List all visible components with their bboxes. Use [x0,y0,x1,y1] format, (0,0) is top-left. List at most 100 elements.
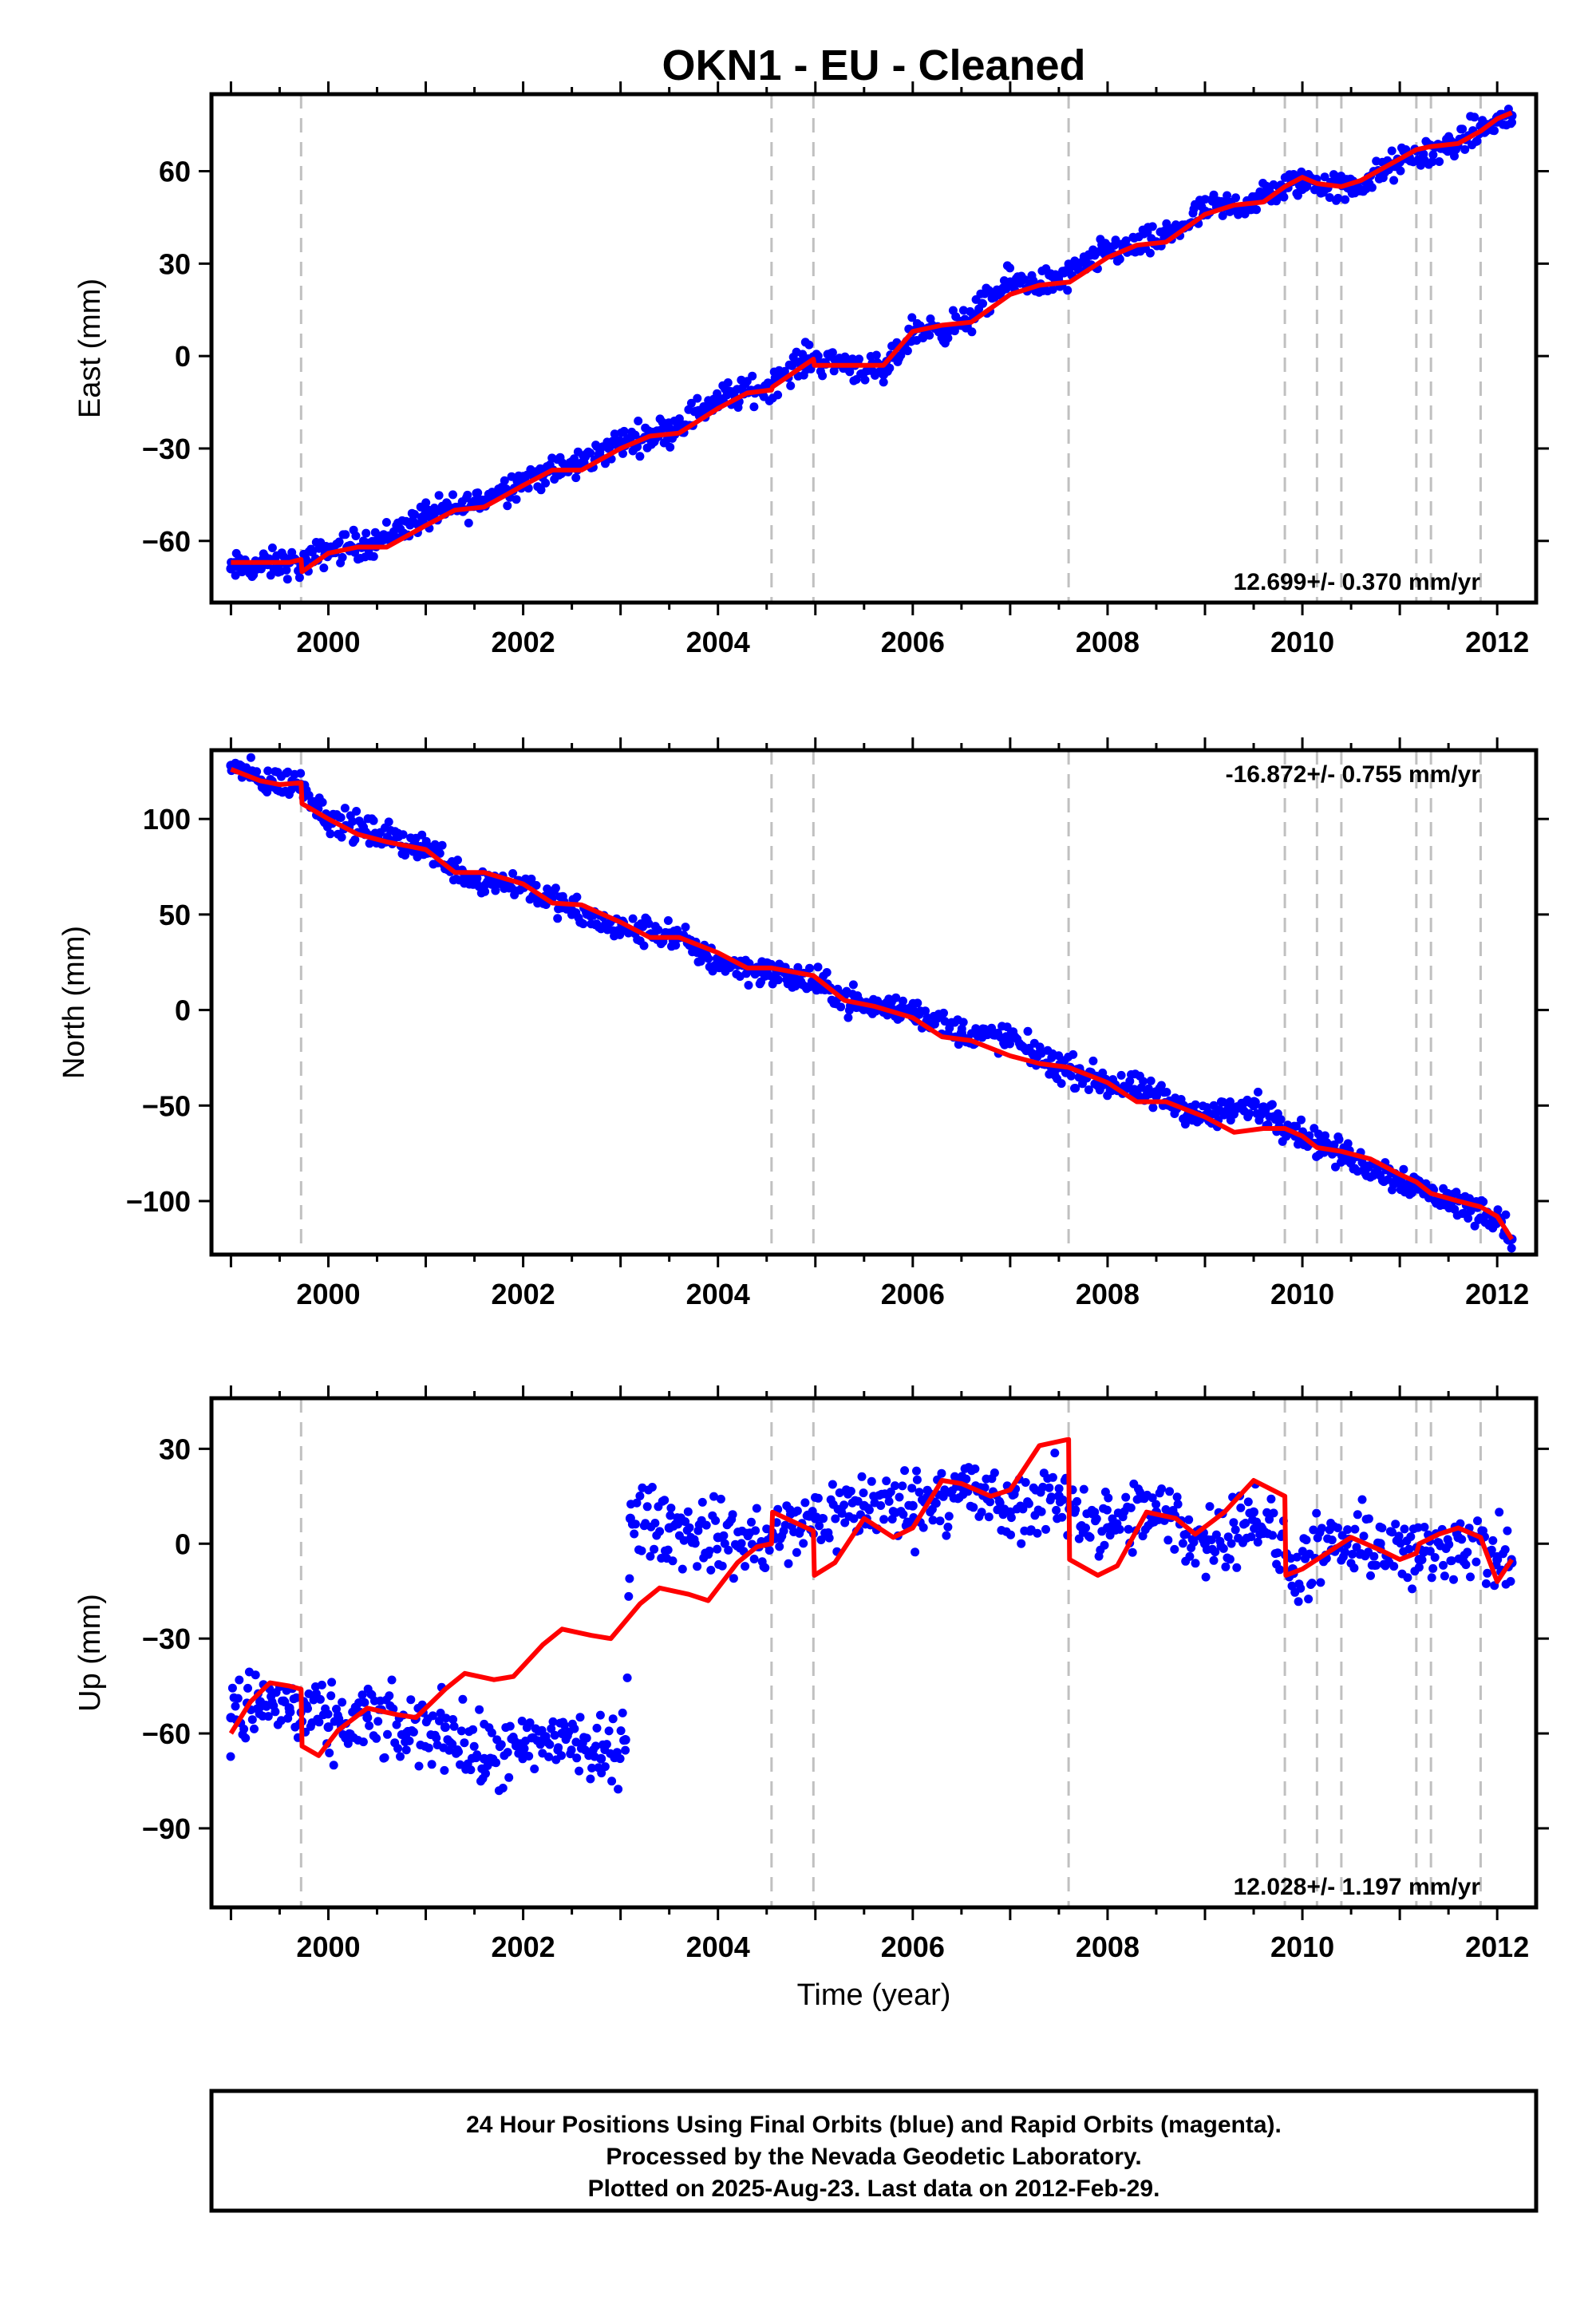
data-point [314,1717,324,1727]
data-point [655,1527,665,1536]
data-point [610,429,619,439]
model-fit-line [231,110,1513,575]
x-tick-label: 2002 [492,626,555,658]
data-point [434,491,444,500]
x-tick-label: 2012 [1465,1931,1529,1963]
data-point [925,330,934,340]
data-point [928,1516,938,1525]
data-point [602,1740,611,1749]
data-point [1302,1535,1311,1545]
data-point [302,555,310,564]
data-point [747,1517,756,1527]
data-point [1209,190,1219,200]
data-point [327,1678,337,1687]
data-point [435,848,444,858]
data-point [1211,1547,1220,1557]
data-point [405,1736,414,1745]
data-point [944,1512,954,1521]
data-point [828,1480,837,1489]
data-point [720,1539,729,1548]
x-tick-label: 2010 [1270,1278,1334,1310]
data-point [632,1498,642,1508]
data-point [241,1733,251,1743]
data-point [1470,113,1479,122]
data-point [1023,1026,1033,1036]
data-point [383,1729,392,1739]
data-point [1316,1578,1325,1587]
data-point [1350,1524,1360,1534]
data-point [531,880,541,890]
data-point [848,980,858,990]
data-point [417,830,427,840]
data-point [369,816,378,825]
data-point [1218,211,1227,220]
data-point [550,1730,559,1740]
data-point [1321,1131,1329,1140]
data-point [882,1476,891,1486]
data-point [886,1487,895,1496]
data-point [527,874,536,883]
data-point [1053,1491,1064,1501]
data-point [678,1564,687,1574]
data-point [896,350,906,360]
data-point [401,1729,412,1738]
data-point [393,1744,402,1753]
data-point [1200,195,1210,204]
data-point [424,1743,433,1753]
data-point [713,394,723,405]
data-point [456,1726,466,1736]
data-point [1162,1088,1171,1097]
data-point [1227,1539,1236,1548]
data-point [706,1565,716,1575]
x-axis-label: Time (year) [797,1978,951,2012]
data-point [350,835,360,844]
data-point [398,830,408,840]
data-point [984,1512,994,1522]
data-point [713,1532,723,1543]
data-point [341,530,350,539]
data-point [483,1761,492,1770]
data-point [760,1563,770,1572]
data-point [666,1504,676,1513]
data-point [900,1466,910,1476]
data-point [805,963,814,973]
data-point [460,1738,469,1748]
data-point [639,941,649,951]
data-point [1375,1539,1385,1549]
data-point [931,1499,941,1508]
data-point [671,940,681,950]
data-point [575,1713,585,1722]
data-point [879,370,889,380]
data-point [448,1739,457,1749]
data-point [1460,144,1470,154]
data-point [681,923,690,932]
y-tick-label: −60 [142,1717,191,1750]
data-point [1221,1562,1231,1571]
data-point [372,536,382,546]
data-point [1372,1560,1381,1570]
data-point [1005,1034,1015,1044]
y-tick-label: 30 [159,1433,191,1465]
data-point [723,378,733,387]
data-point [1104,1493,1113,1503]
data-point [1088,1056,1098,1065]
data-point [835,1488,844,1497]
data-point [1249,1101,1258,1111]
data-point [586,1774,595,1784]
data-point [596,1753,606,1764]
data-point [1343,1525,1353,1535]
y-tick-label: 100 [143,803,191,836]
data-point [1400,1524,1409,1534]
data-point [464,518,473,528]
data-point [705,1546,714,1555]
data-point [616,1726,626,1736]
data-point [1348,1550,1357,1559]
data-point [387,1675,397,1685]
data-point [496,1740,506,1749]
data-point [1102,1523,1112,1533]
data-point [352,807,361,816]
data-point [592,1723,602,1733]
data-point [1200,1539,1210,1549]
data-point [1100,1540,1109,1550]
data-point [1359,1531,1369,1541]
